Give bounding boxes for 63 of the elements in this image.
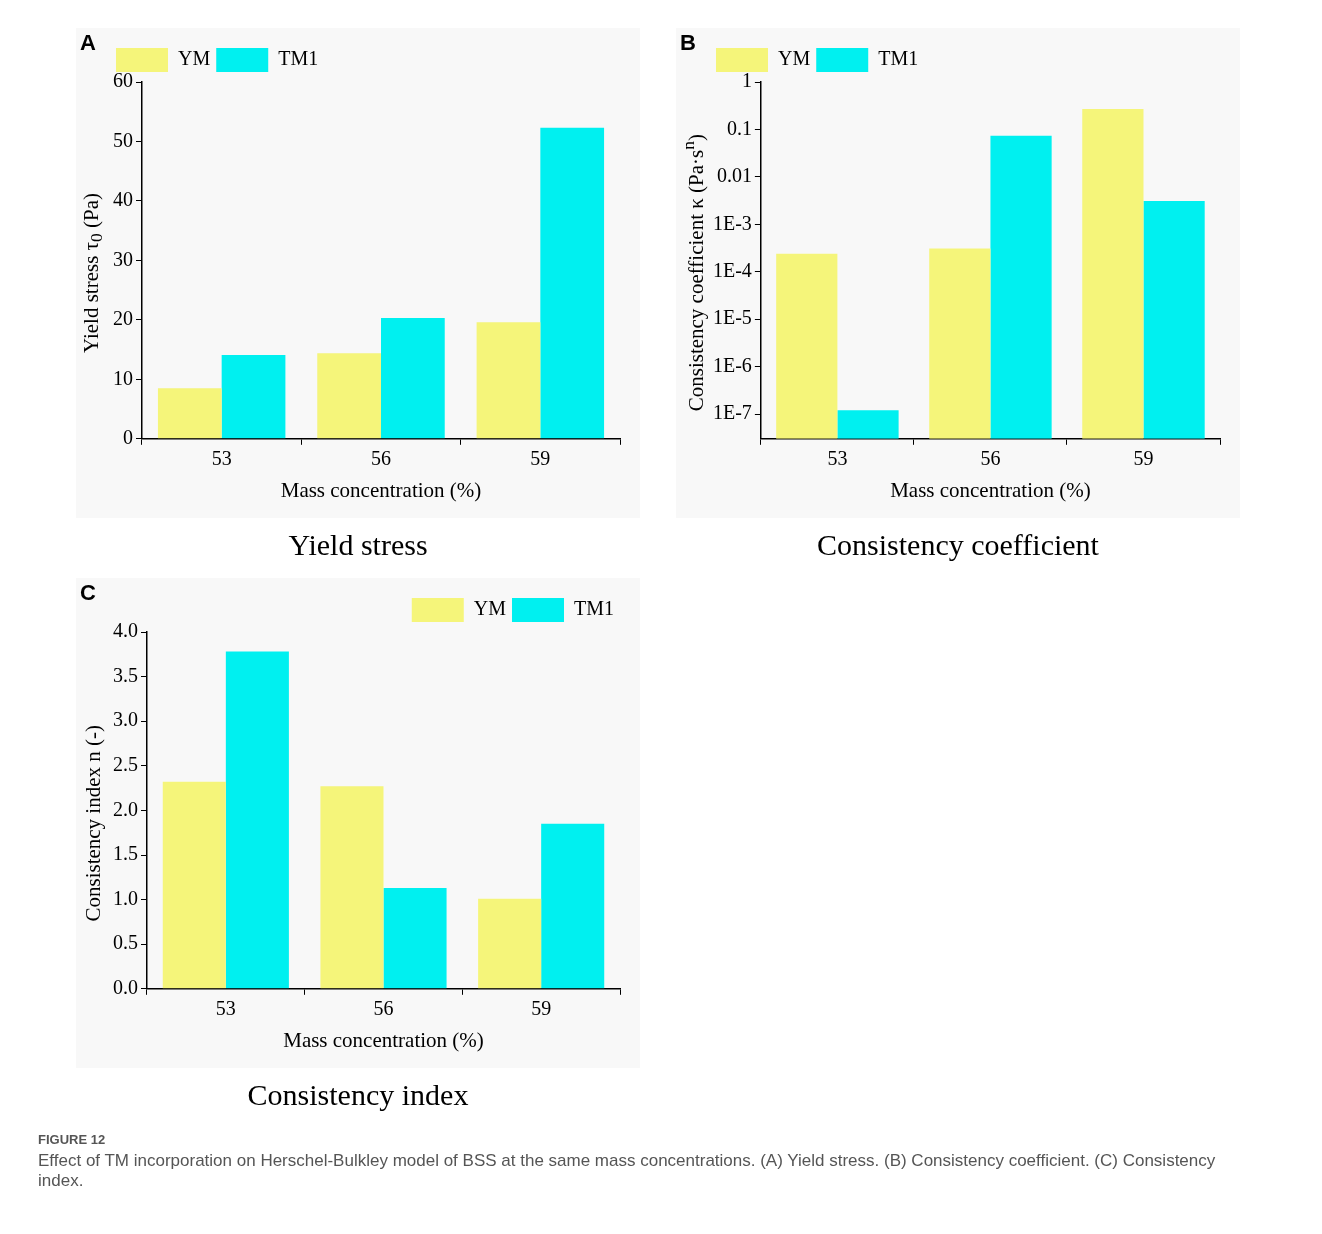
y-tick-label: 4.0	[113, 619, 138, 642]
y-tick-label: 0.5	[113, 931, 138, 954]
y-tick-label: 10	[113, 366, 133, 389]
y-tick-label: 30	[113, 247, 133, 270]
x-tick-label: 59	[1133, 447, 1154, 470]
legend-label: YM	[178, 47, 211, 70]
bar	[383, 888, 447, 989]
y-tick-label: 1.5	[113, 842, 138, 865]
legend-label: TM1	[878, 47, 919, 70]
y-tick-label: 2.0	[113, 797, 138, 820]
bar	[476, 322, 541, 439]
text: A	[80, 30, 96, 56]
text: C	[80, 580, 96, 606]
y-tick-label: 0.0	[113, 976, 138, 999]
bar	[381, 318, 445, 439]
y-tick-label: 1E-3	[712, 211, 752, 234]
bar	[540, 127, 605, 439]
y-tick-label: 2.5	[113, 753, 138, 776]
y-tick-label: 0	[123, 426, 133, 449]
y-tick-label: 50	[113, 128, 133, 151]
caption: FIGURE 12	[38, 1132, 107, 1147]
y-tick-label: 0.01	[716, 164, 752, 187]
y-axis-title: Consistency index n (-)	[80, 724, 106, 922]
bar	[317, 353, 381, 439]
y-tick-label: 20	[113, 307, 133, 330]
text: Effect of TM incorporation on Herschel-Bulkley model of BSS at the same mass concentrations. (A) Yield stress. (B) Consistency coefficient. (C) Consistency index.	[38, 1151, 1217, 1191]
legend-label: YM	[778, 47, 811, 70]
bar	[541, 823, 605, 989]
bar	[478, 898, 542, 989]
y-tick-label: 1	[741, 69, 752, 92]
y-tick-label: 1E-7	[712, 401, 752, 424]
text: Consistency index	[247, 1078, 469, 1112]
x-axis-title: Mass concentration (%)	[890, 477, 1091, 502]
text: B	[680, 30, 696, 56]
y-tick-label: 40	[113, 188, 133, 211]
x-tick-label: 59	[530, 447, 551, 470]
y-tick-label: 1E-4	[712, 258, 752, 281]
x-tick-label: 56	[980, 447, 1001, 470]
legend-label: TM1	[278, 47, 319, 70]
x-axis-title: Mass concentration (%)	[280, 477, 482, 502]
y-tick-label: 3.5	[113, 663, 138, 686]
text: Yield stress	[288, 528, 428, 562]
bar	[221, 354, 286, 439]
text: Consistency coefficient	[817, 528, 1099, 562]
x-tick-label: 56	[373, 997, 394, 1020]
x-tick-label: 53	[827, 447, 848, 470]
x-tick-label: 53	[215, 997, 236, 1020]
legend-label: TM1	[574, 597, 614, 620]
y-tick-label: 1E-5	[712, 306, 752, 329]
y-tick-label: 1.0	[113, 886, 138, 909]
bar	[225, 651, 289, 989]
x-tick-label: 56	[371, 447, 391, 470]
y-tick-label: 3.0	[113, 708, 138, 731]
y-tick-label: 0.1	[726, 116, 752, 139]
x-axis-title: Mass concentration (%)	[283, 1027, 484, 1052]
legend-label: YM	[473, 597, 507, 620]
y-tick-label: 1E-6	[712, 353, 752, 376]
x-tick-label: 53	[211, 447, 232, 470]
x-tick-label: 59	[531, 997, 552, 1020]
bar	[162, 781, 226, 989]
bar	[320, 786, 384, 989]
bar	[157, 388, 222, 439]
y-tick-label: 60	[113, 69, 133, 92]
